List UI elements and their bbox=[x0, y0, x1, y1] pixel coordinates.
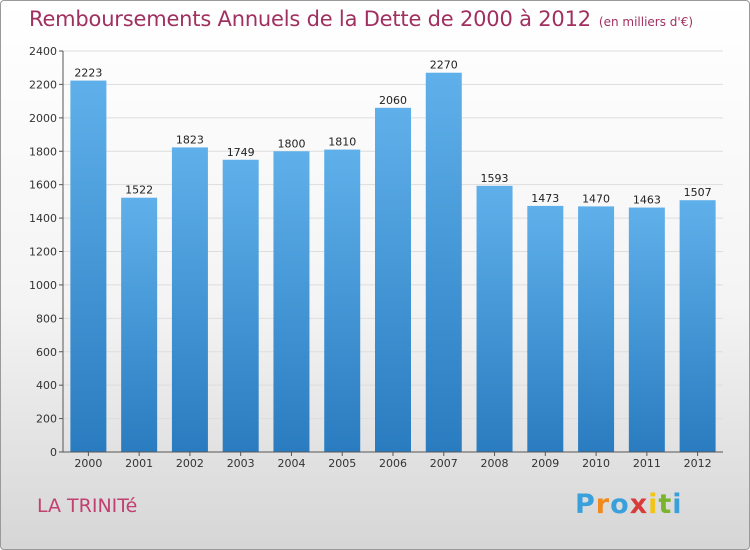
bar-2000 bbox=[70, 80, 107, 452]
data-label: 1810 bbox=[328, 136, 356, 149]
y-tick-label: 400 bbox=[36, 379, 57, 392]
y-tick-label: 600 bbox=[36, 346, 57, 359]
logo-letter: r bbox=[595, 489, 611, 520]
bar-2009 bbox=[527, 205, 564, 452]
bar-2011 bbox=[628, 207, 665, 452]
bar-2001 bbox=[121, 197, 158, 452]
x-tick-label: 2004 bbox=[277, 457, 305, 470]
x-tick-label: 2011 bbox=[633, 457, 661, 470]
bar-2010 bbox=[578, 206, 615, 452]
chart-title: Remboursements Annuels de la Dette de 20… bbox=[29, 7, 693, 31]
x-tick-label: 2008 bbox=[481, 457, 509, 470]
logo-letter: i bbox=[672, 489, 683, 520]
y-tick-label: 1800 bbox=[29, 145, 57, 158]
data-label: 2223 bbox=[74, 67, 102, 80]
data-label: 1823 bbox=[176, 133, 204, 146]
chart-title-text: Remboursements Annuels de la Dette de 20… bbox=[29, 7, 591, 31]
y-tick-label: 200 bbox=[36, 413, 57, 426]
x-tick-label: 2012 bbox=[684, 457, 712, 470]
commune-name: LA TRINITé bbox=[37, 495, 138, 517]
x-tick-label: 2002 bbox=[176, 457, 204, 470]
bar-2006 bbox=[375, 107, 411, 452]
x-tick-label: 2005 bbox=[328, 457, 356, 470]
proxiti-logo: Proxiti bbox=[575, 489, 683, 520]
y-tick-label: 1400 bbox=[29, 212, 57, 225]
data-label: 1473 bbox=[531, 192, 559, 205]
logo-letter: o bbox=[610, 489, 630, 520]
data-label: 1749 bbox=[227, 146, 255, 159]
logo-letter: t bbox=[658, 489, 673, 520]
bar-2005 bbox=[324, 149, 361, 452]
x-tick-label: 2006 bbox=[379, 457, 407, 470]
x-tick-label: 2009 bbox=[531, 457, 559, 470]
bar-2008 bbox=[476, 185, 513, 452]
y-tick-label: 2200 bbox=[29, 78, 57, 91]
y-tick-label: 1200 bbox=[29, 246, 57, 259]
y-tick-label: 0 bbox=[50, 446, 57, 459]
data-label: 2270 bbox=[430, 59, 458, 72]
y-tick-label: 1600 bbox=[29, 179, 57, 192]
data-label: 1800 bbox=[277, 137, 305, 150]
y-tick-label: 2400 bbox=[29, 45, 57, 58]
x-tick-label: 2010 bbox=[582, 457, 610, 470]
bar-2004 bbox=[273, 151, 310, 452]
bar-2002 bbox=[171, 147, 208, 452]
x-tick-label: 2003 bbox=[227, 457, 255, 470]
bar-2007 bbox=[425, 72, 462, 453]
y-tick-label: 1000 bbox=[29, 279, 57, 292]
bar-2003 bbox=[222, 159, 259, 453]
chart-unit: (en milliers d'€) bbox=[598, 15, 694, 29]
y-tick-label: 2000 bbox=[29, 112, 57, 125]
y-tick-label: 800 bbox=[36, 312, 57, 325]
x-tick-label: 2007 bbox=[430, 457, 458, 470]
x-tick-label: 2000 bbox=[74, 457, 102, 470]
data-label: 1507 bbox=[684, 186, 712, 199]
data-label: 2060 bbox=[379, 94, 407, 107]
data-label: 1463 bbox=[633, 194, 661, 207]
x-tick-label: 2001 bbox=[125, 457, 153, 470]
bar-2012 bbox=[679, 200, 716, 452]
logo-letter: i bbox=[648, 489, 659, 520]
logo-letter: P bbox=[575, 489, 596, 520]
data-label: 1522 bbox=[125, 184, 153, 197]
data-label: 1593 bbox=[481, 172, 509, 185]
data-label: 1470 bbox=[582, 192, 610, 205]
logo-letter: x bbox=[629, 489, 649, 520]
